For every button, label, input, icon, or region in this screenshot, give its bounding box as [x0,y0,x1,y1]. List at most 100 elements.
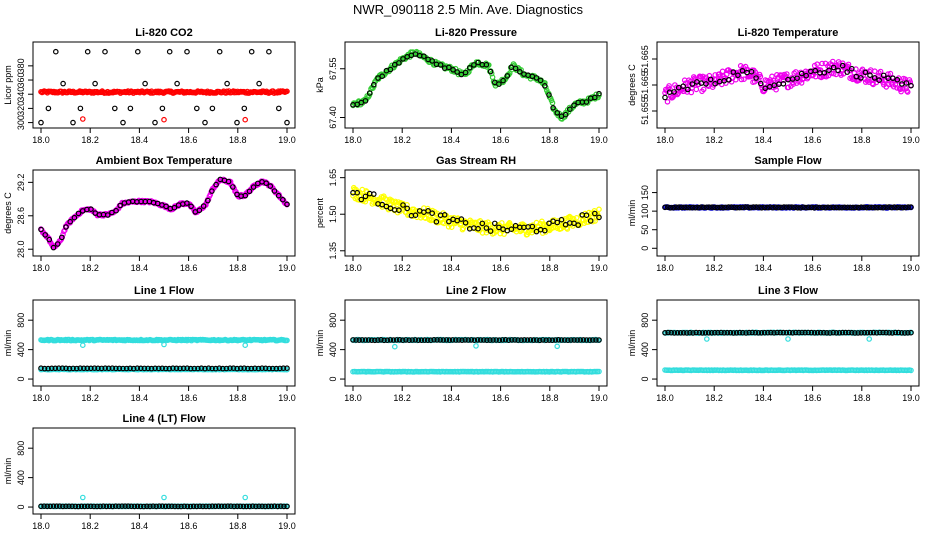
series-pressure [350,48,602,122]
data-point [574,337,581,343]
data-point [783,329,790,336]
data-point [808,204,815,211]
data-point [200,503,206,510]
series-line-flow-averages [38,503,290,510]
data-point [80,116,86,122]
data-point [162,503,169,510]
data-point [248,365,255,372]
data-point [561,337,568,343]
data-point [255,365,262,372]
data-point [421,53,427,60]
data-point [109,503,116,510]
data-point [242,342,249,349]
data-point [869,204,876,211]
data-point [353,337,359,343]
x-tick-label: 18.8 [853,135,871,145]
data-point [449,337,456,343]
data-point [197,503,203,510]
data-point [225,178,232,185]
data-point [677,329,684,336]
data-point [209,503,216,510]
data-point [421,337,428,343]
y-axis-label: ml/min [627,200,637,227]
data-point [366,90,373,96]
y-axis-label: ml/min [3,330,13,357]
data-point [59,365,66,372]
data-point [797,205,804,211]
data-point [883,329,889,336]
data-point [78,503,85,510]
data-point [462,220,469,226]
data-point [777,329,784,336]
data-point [205,197,211,204]
data-point [356,337,363,343]
data-point [117,202,124,209]
data-point [471,337,478,344]
y-tick-label: 800 [16,441,26,456]
data-point [696,329,703,336]
data-point [91,503,97,510]
data-point [546,337,553,343]
data-point [583,337,590,343]
data-point [591,210,598,217]
data-point [173,365,180,372]
data-point [169,503,175,510]
data-point [706,204,713,211]
data-point [518,337,525,343]
data-point [902,204,909,211]
data-point [393,337,400,343]
y-tick-label: 800 [640,313,650,328]
data-point [901,330,908,336]
chart-ambient-temp: Ambient Box Temperature degrees C 18.0 18.2… [3,155,296,273]
chart-pressure: Li-820 Pressure kPa 18.0 18.2 18.4 18.6 18.8 19… [315,27,608,145]
data-point [684,204,690,211]
data-point [371,337,378,344]
data-point [253,503,259,510]
data-point [833,329,840,336]
data-point [562,111,569,118]
data-point [527,337,534,343]
plot-frame [344,299,608,387]
data-point [275,105,282,112]
data-point [70,365,76,372]
data-point [184,365,191,372]
data-point [749,329,756,336]
data-point [434,337,440,343]
data-point [206,503,213,510]
data-point [725,77,732,83]
data-point [743,330,749,336]
x-tick-label: 19.0 [590,393,608,403]
data-point [88,206,94,213]
data-point [273,365,280,372]
data-point [71,214,78,221]
data-point [769,204,776,211]
x-tick-label: 18.2 [705,135,723,145]
data-point [429,210,436,217]
y-axis-label: degrees C [3,192,13,234]
data-point [805,204,812,211]
plot-frame [344,169,608,257]
data-point [830,204,837,211]
data-point [396,336,403,343]
data-point [593,337,599,343]
data-point [845,61,852,68]
data-point [468,337,475,343]
data-point [720,204,726,211]
data-point [725,204,732,210]
data-point [814,329,821,336]
data-point [484,337,490,344]
data-point [698,204,704,211]
data-point [487,228,494,234]
data-point [529,223,536,230]
data-point [196,207,203,214]
data-point [892,329,899,336]
y-axis-label: ml/min [315,330,325,357]
data-point [761,329,768,336]
data-point [580,337,587,343]
data-point [536,337,543,344]
data-point [687,329,693,336]
x-tick-label: 18.6 [180,263,198,273]
data-point [387,66,394,73]
data-point [780,81,787,87]
data-point [487,68,494,75]
